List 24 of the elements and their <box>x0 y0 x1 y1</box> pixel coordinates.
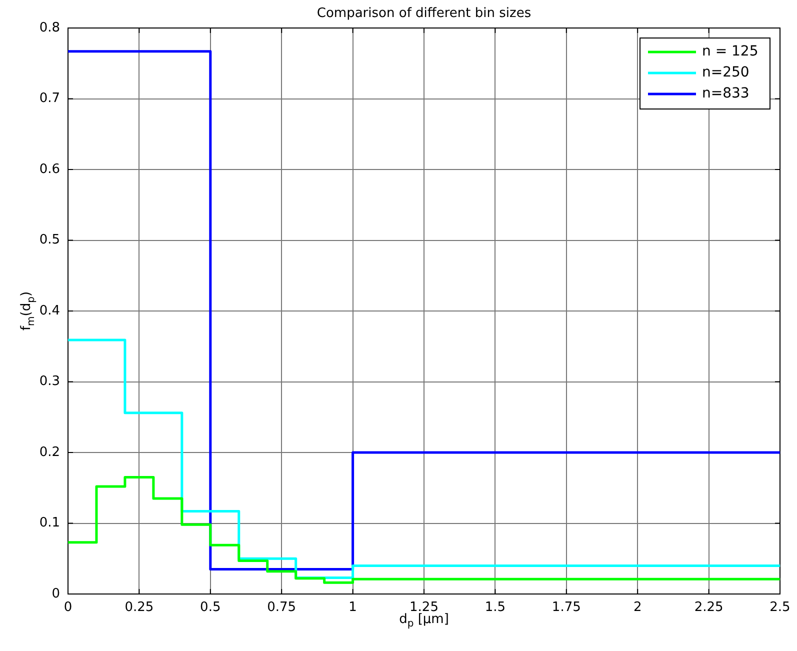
x-tick-label: 2.25 <box>694 600 724 616</box>
y-tick-label: 0.8 <box>39 20 60 36</box>
x-tick-label: 0.75 <box>267 600 296 616</box>
y-tick-label: 0.6 <box>39 162 60 177</box>
y-tick-label: 0.4 <box>39 303 60 318</box>
x-tick-label: 0.25 <box>124 600 154 616</box>
y-tick-label: 0.2 <box>39 444 60 460</box>
x-tick-label: 1 <box>348 600 357 616</box>
y-tick-label: 0.3 <box>39 374 60 390</box>
legend-label: n=250 <box>702 64 750 81</box>
y-tick-label: 0.5 <box>39 232 60 248</box>
x-tick-label: 1.5 <box>484 600 506 616</box>
y-tick-label: 0 <box>52 586 60 602</box>
chart-title: Comparison of different bin sizes <box>316 6 532 21</box>
x-tick-label: 2.5 <box>770 600 790 616</box>
x-axis-title: d$_{p}$ [µm] <box>399 612 449 630</box>
x-tick-label: 2 <box>633 600 642 616</box>
legend-label: n=833 <box>702 86 750 102</box>
y-tick-label: 0.1 <box>39 516 60 531</box>
x-tick-label: 0 <box>64 600 72 616</box>
x-tick-label: 0.5 <box>200 600 221 616</box>
legend-label: n = 125 <box>702 44 758 60</box>
y-tick-label: 0.7 <box>39 91 60 106</box>
x-tick-label: 1.75 <box>552 600 581 616</box>
